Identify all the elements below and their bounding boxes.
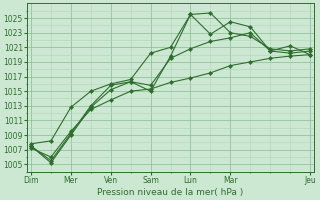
X-axis label: Pression niveau de la mer( hPa ): Pression niveau de la mer( hPa ) [97,188,244,197]
